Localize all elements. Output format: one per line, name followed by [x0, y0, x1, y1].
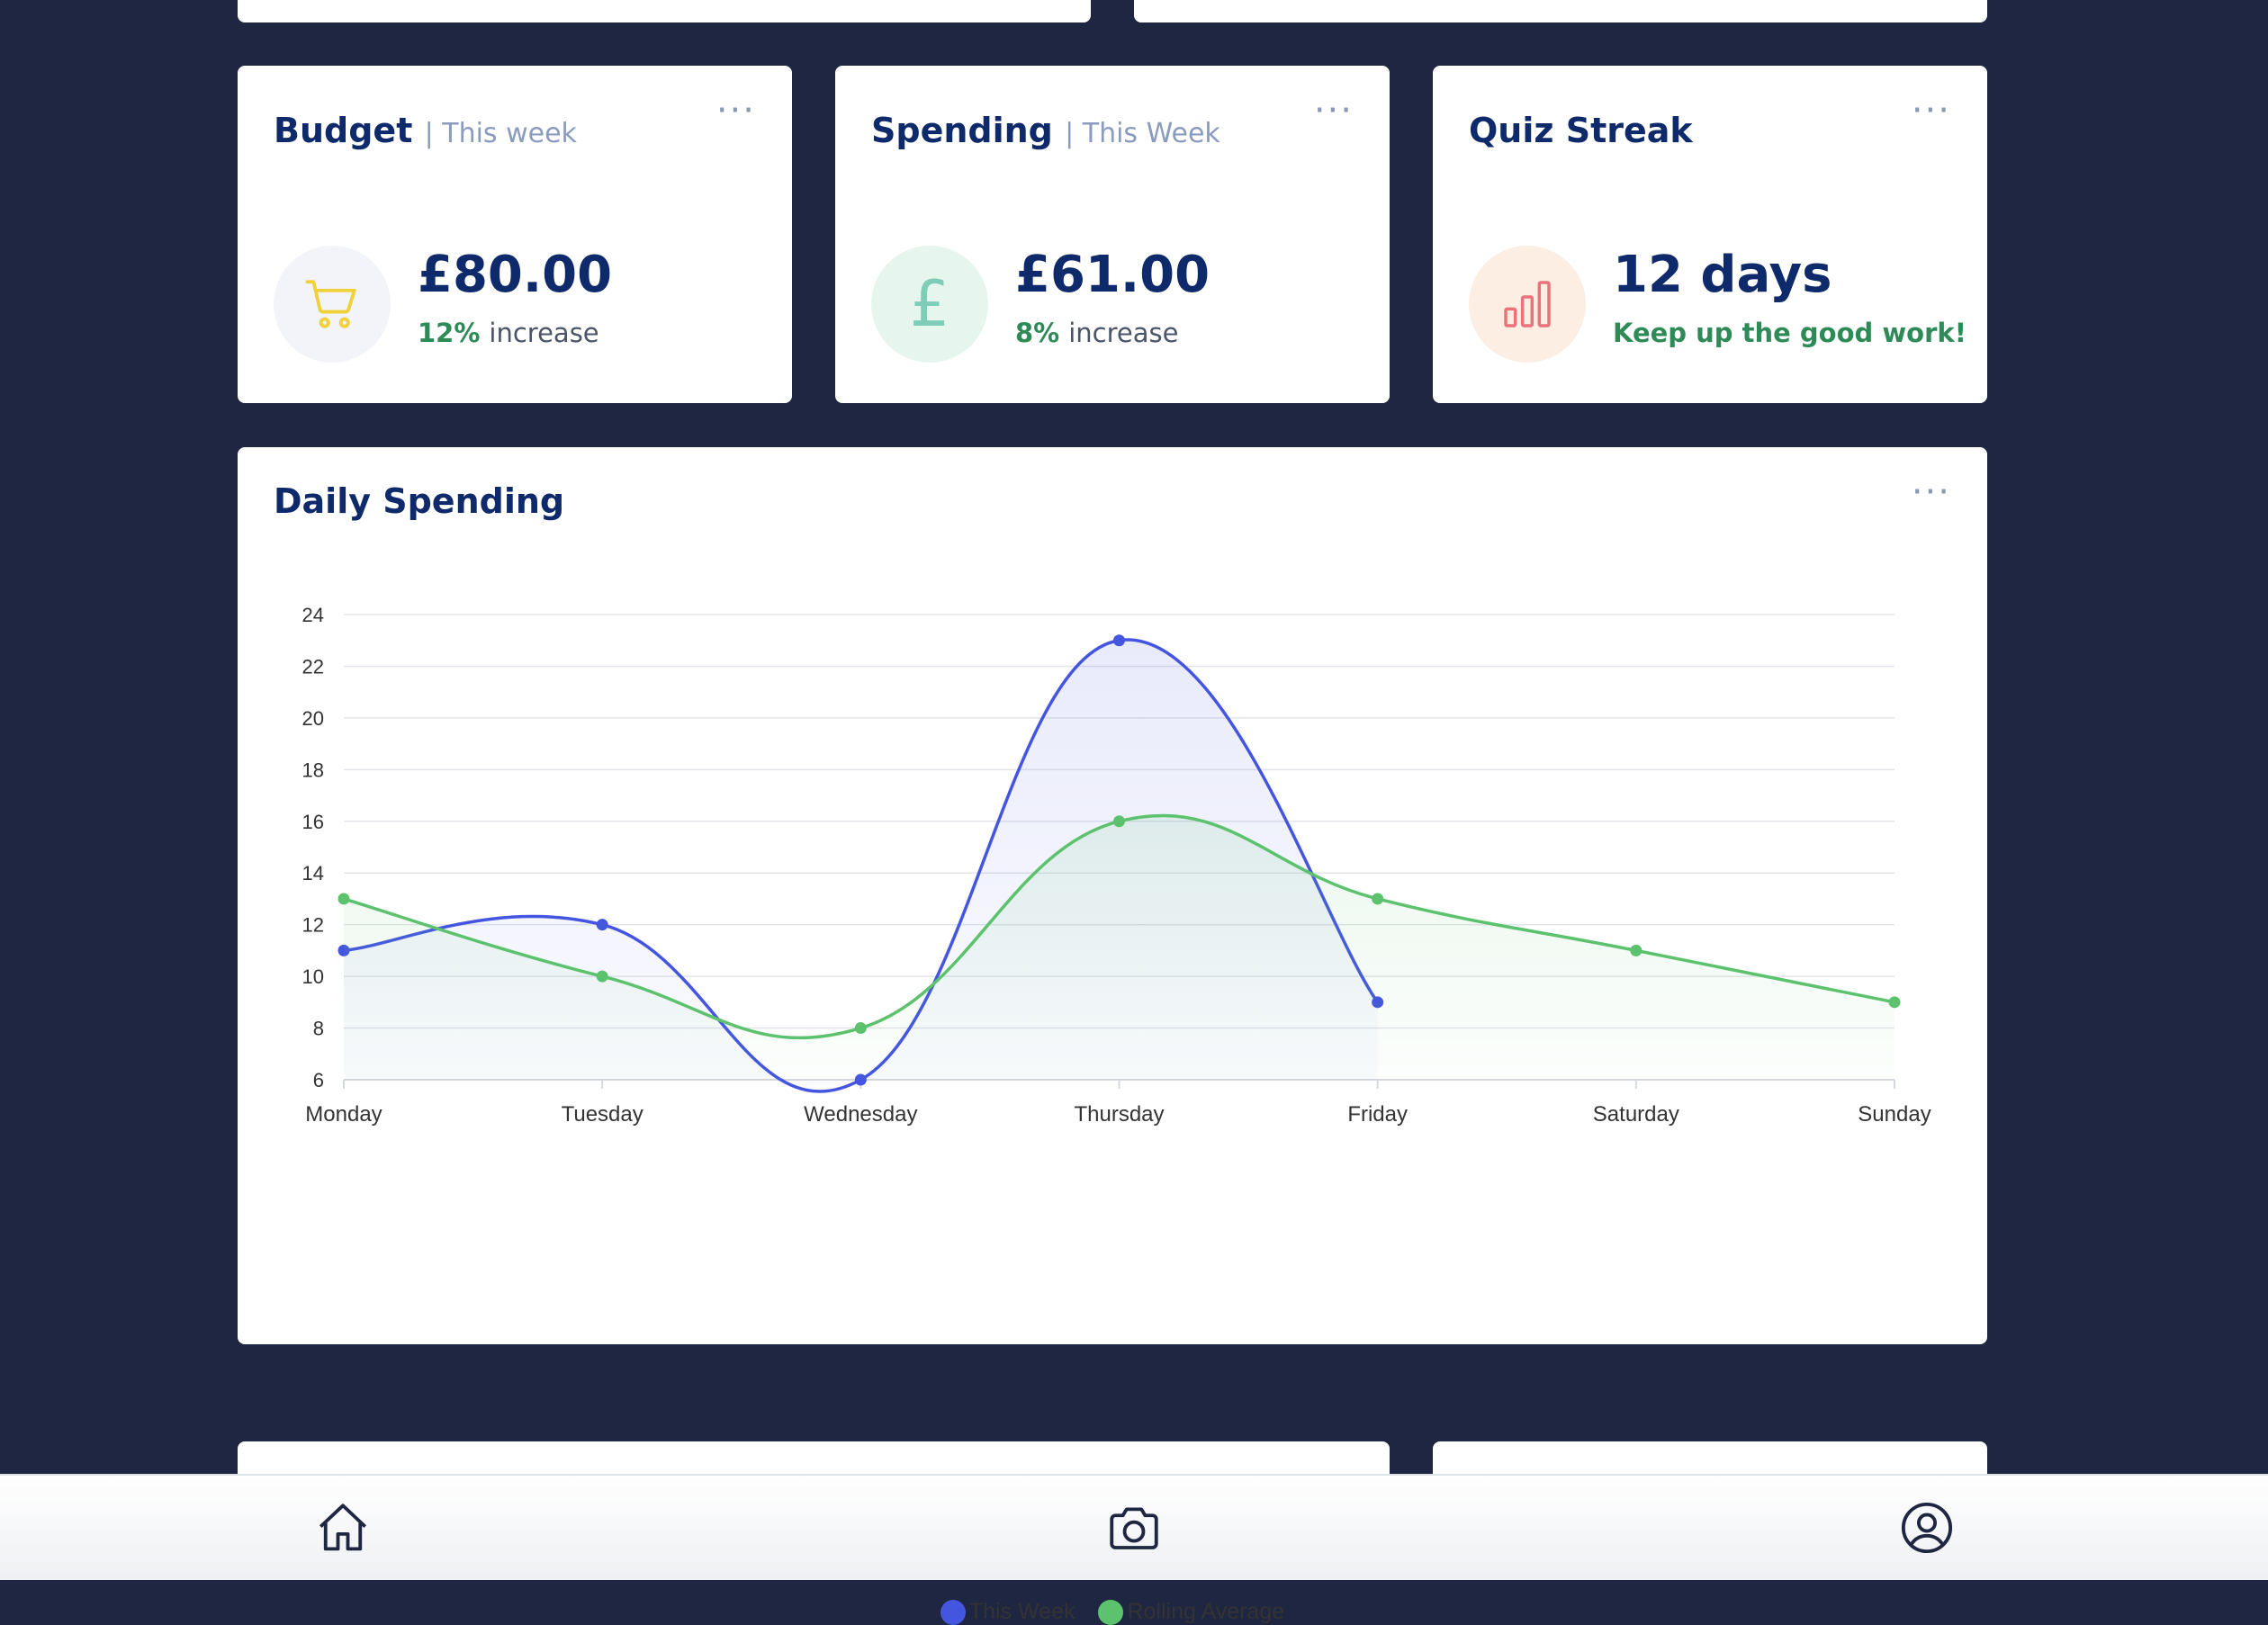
y-tick-label: 8	[313, 1018, 324, 1040]
series-area-rolling-average	[344, 815, 1894, 1080]
spending-title: Spending | This Week	[871, 111, 1220, 150]
data-point-rolling-average	[854, 1022, 867, 1035]
y-tick-label: 16	[302, 811, 324, 833]
data-point-this-week	[1113, 634, 1125, 647]
budget-card: Budget | This week ··· £80.00 12% increas…	[238, 66, 792, 403]
data-point-rolling-average	[1372, 893, 1384, 905]
daily-spending-card: Daily Spending ··· 6 8 10 12 14 16 18 20 22 24 Mon…	[238, 447, 1987, 1625]
daily-spending-chart: 6 8 10 12 14 16 18 20 22 24 Monday Tuesday Wednesday…	[302, 604, 1931, 1127]
daily-spending-title: Daily Spending	[274, 481, 565, 521]
data-point-rolling-average	[596, 970, 608, 983]
y-tick-label: 18	[302, 759, 324, 781]
x-tick-label: Wednesday	[804, 1102, 917, 1127]
budget-value: £80.00	[418, 246, 613, 304]
x-tick-label: Monday	[305, 1102, 382, 1127]
budget-change: 12% increase	[418, 318, 599, 348]
legend-dot-this-week	[940, 1599, 966, 1625]
legend-item-this-week[interactable]: This Week	[940, 1599, 1075, 1625]
bar-chart-icon	[1504, 281, 1551, 328]
y-tick-label: 14	[302, 862, 324, 884]
y-tick-label: 24	[302, 604, 324, 626]
spending-card: Spending | This Week ··· £ £61.00 8% incr…	[835, 66, 1390, 403]
nav-camera-button[interactable]	[1102, 1495, 1166, 1560]
camera-icon	[1110, 1507, 1158, 1549]
x-tick-label: Saturday	[1593, 1102, 1679, 1127]
data-point-rolling-average	[1888, 996, 1901, 1009]
y-tick-label: 22	[302, 655, 324, 678]
quiz-streak-card: Quiz Streak ··· 12 days Keep up the good…	[1433, 66, 1987, 403]
y-tick-label: 12	[302, 914, 324, 937]
x-tick-label: Sunday	[1858, 1102, 1930, 1127]
spending-value: £61.00	[1015, 246, 1210, 304]
quiz-icon-circle	[1469, 246, 1586, 363]
y-tick-label: 20	[302, 707, 324, 730]
nav-home-button[interactable]	[310, 1495, 375, 1560]
legend-item-rolling-average[interactable]: Rolling Average	[1098, 1599, 1284, 1625]
spending-change: 8% increase	[1015, 318, 1179, 348]
legend-dot-rolling-average	[1098, 1599, 1124, 1625]
spending-menu-icon[interactable]: ···	[1313, 90, 1354, 131]
quiz-message: Keep up the good work!	[1613, 318, 1966, 348]
partial-card-top-right	[1134, 0, 1987, 22]
data-point-this-week	[596, 919, 608, 931]
pound-icon: £	[909, 267, 950, 341]
chart-legend: This Week Rolling Average	[238, 1599, 1987, 1625]
data-point-rolling-average	[1113, 815, 1125, 828]
data-point-rolling-average	[1630, 944, 1642, 956]
quiz-menu-icon[interactable]: ···	[1911, 90, 1951, 131]
partial-card-top-left	[238, 0, 1091, 22]
data-point-rolling-average	[338, 893, 350, 905]
budget-menu-icon[interactable]: ···	[716, 90, 756, 131]
x-tick-label: Friday	[1347, 1102, 1408, 1127]
shopping-cart-icon	[305, 280, 356, 328]
x-tick-label: Thursday	[1074, 1102, 1164, 1127]
budget-icon-circle	[274, 246, 391, 363]
spending-icon-circle: £	[871, 246, 988, 363]
quiz-title: Quiz Streak	[1469, 111, 1693, 150]
y-tick-label: 6	[313, 1069, 324, 1091]
quiz-value: 12 days	[1613, 246, 1832, 304]
budget-title: Budget | This week	[274, 111, 577, 150]
y-tick-label: 10	[302, 965, 324, 988]
profile-icon	[1901, 1502, 1953, 1554]
home-icon	[319, 1504, 367, 1551]
bottom-nav	[0, 1474, 2268, 1580]
x-tick-label: Tuesday	[562, 1102, 644, 1127]
nav-profile-button[interactable]	[1894, 1495, 1959, 1560]
